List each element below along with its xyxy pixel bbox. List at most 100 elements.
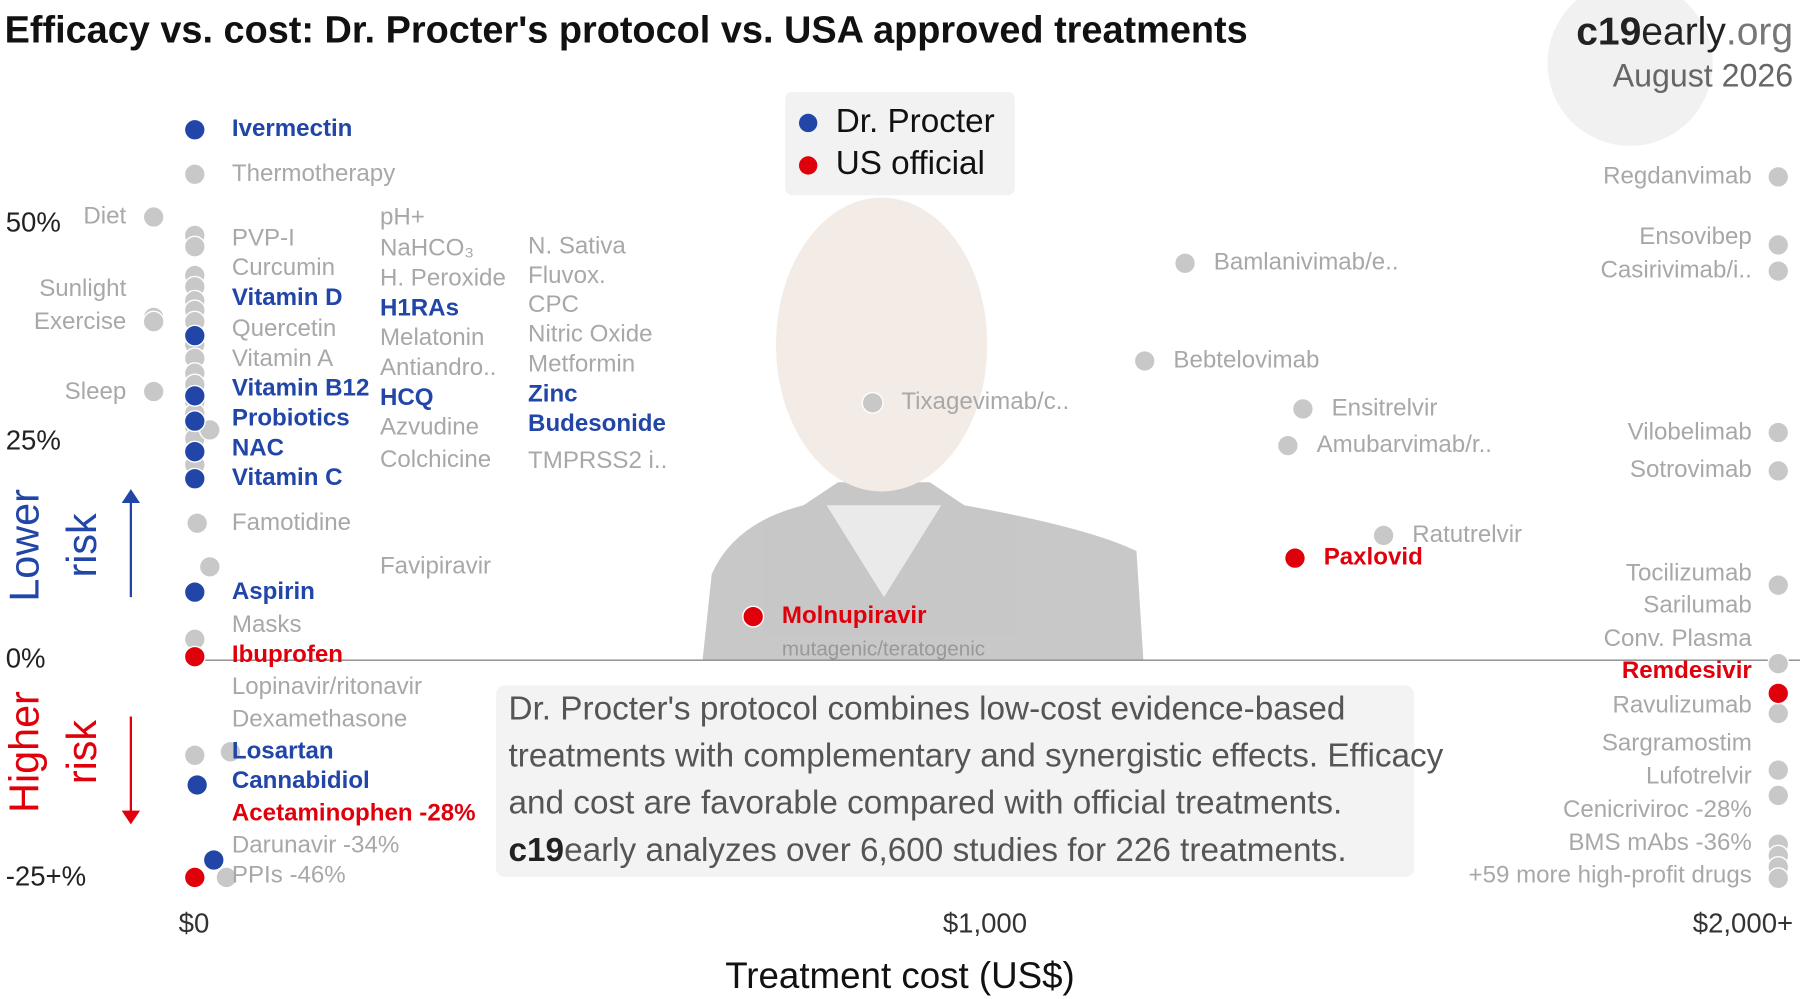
point — [1767, 574, 1790, 597]
point — [1767, 260, 1790, 283]
virus-watermark — [1547, 0, 1713, 146]
legend-marker — [798, 113, 818, 133]
treatment-label: Cannabidiol — [232, 767, 370, 794]
point — [861, 391, 884, 414]
point-label: Amubarvimab/r.. — [1317, 431, 1492, 458]
point — [183, 581, 206, 604]
treatment-label: Lufotrelvir — [1646, 763, 1752, 790]
risk-label: Higher — [1, 691, 47, 813]
point — [1291, 397, 1314, 420]
point — [142, 310, 165, 333]
point — [183, 440, 206, 463]
treatment-label: Cenicriviroc -28% — [1563, 796, 1752, 823]
point — [1133, 349, 1156, 372]
treatment-label: Quercetin — [232, 315, 336, 342]
brand-part: .org — [1726, 11, 1793, 54]
treatment-label: NAC — [232, 434, 284, 461]
point — [186, 773, 209, 796]
y-tick-label: 25% — [6, 424, 61, 455]
point-label: Tixagevimab/c.. — [901, 388, 1069, 415]
treatment-label: Conv. Plasma — [1604, 625, 1753, 652]
treatment-label: Ravulizumab — [1613, 691, 1752, 718]
point — [1767, 421, 1790, 444]
point — [183, 163, 206, 186]
treatment-label: Dexamethasone — [232, 705, 407, 732]
treatment-label: Zinc — [528, 380, 578, 407]
treatment-label: Acetaminophen -28% — [232, 799, 476, 826]
point-label: Ratutrelvir — [1412, 521, 1522, 548]
chart-title: Efficacy vs. cost: Dr. Procter's protoco… — [5, 9, 1248, 51]
treatment-label: Colchicine — [380, 446, 491, 473]
point — [1767, 233, 1790, 256]
treatment-label: Regdanvimab — [1603, 162, 1752, 189]
legend-marker — [798, 156, 818, 175]
y-tick-label: 50% — [6, 206, 61, 237]
treatment-label: Sargramostim — [1602, 729, 1752, 756]
treatment-label: H. Peroxide — [380, 264, 506, 291]
point — [183, 744, 206, 767]
x-tick-label: $1,000 — [943, 908, 1027, 939]
brand: c19early.org — [1576, 11, 1793, 54]
treatment-label: Thermotherapy — [232, 160, 395, 187]
treatment-label: Casirivimab/i.. — [1601, 256, 1752, 283]
y-tick-label: -25+% — [6, 861, 86, 892]
point — [183, 866, 206, 889]
treatment-label: Ibuprofen — [232, 641, 343, 668]
annotation-line: c19early analyzes over 6,600 studies for… — [509, 832, 1347, 869]
arrow-head — [121, 489, 141, 503]
point — [1767, 652, 1790, 675]
photo — [702, 197, 1144, 661]
point-note: mutagenic/teratogenic — [782, 637, 985, 660]
point — [183, 118, 206, 141]
treatment-label: Exercise — [34, 308, 126, 335]
annotation-line: Dr. Procter's protocol combines low-cost… — [509, 691, 1346, 728]
point — [1767, 759, 1790, 782]
treatment-label: Masks — [232, 611, 302, 638]
x-axis-title: Treatment cost (US$) — [725, 955, 1075, 996]
treatment-label: Melatonin — [380, 324, 484, 351]
risk-label: risk — [59, 513, 105, 578]
annotation-brand: c19 — [509, 832, 565, 869]
brand-part: early — [1641, 11, 1726, 54]
point — [142, 205, 165, 229]
treatment-label: NaHCO₃ — [380, 235, 474, 262]
treatment-label: Lopinavir/ritonavir — [232, 673, 422, 700]
annotation-box — [495, 685, 1415, 878]
treatment-label: TMPRSS2 i.. — [528, 447, 667, 474]
point — [215, 866, 238, 889]
treatment-label: PPIs -46% — [232, 861, 346, 888]
treatment-label: Vilobelimab — [1628, 418, 1752, 445]
treatment-label: PVP-I — [232, 224, 295, 251]
point — [742, 605, 765, 628]
treatment-label: Azvudine — [380, 414, 479, 441]
treatment-label: Metformin — [528, 351, 635, 378]
legend-label: Dr. Procter — [836, 103, 995, 140]
annotation-line: treatments with complementary and synerg… — [509, 738, 1444, 775]
point — [1767, 165, 1790, 188]
treatment-label: Sarilumab — [1643, 592, 1751, 619]
treatment-label: Tocilizumab — [1626, 559, 1752, 586]
point — [198, 555, 221, 578]
treatment-label: Curcumin — [232, 254, 335, 281]
annotation-line: and cost are favorable compared with off… — [509, 785, 1343, 822]
x-tick-label: $2,000+ — [1693, 908, 1793, 939]
brand-part: c19 — [1576, 11, 1641, 54]
treatment-label: Vitamin C — [232, 464, 343, 491]
point — [1372, 524, 1395, 547]
date: August 2026 — [1613, 58, 1793, 94]
treatment-label: Vitamin B12 — [232, 375, 369, 402]
lower-risk: Lower risk — [1, 489, 104, 602]
point — [1767, 867, 1790, 890]
point — [1767, 682, 1790, 705]
legend-box — [785, 91, 1015, 196]
point — [183, 384, 206, 407]
treatment-label: HCQ — [380, 384, 434, 411]
legend-label: US official — [836, 145, 985, 182]
treatment-label: Ensovibep — [1639, 223, 1752, 250]
treatment-label: Vitamin D — [232, 284, 343, 311]
point — [202, 848, 225, 872]
point — [219, 740, 242, 763]
y-tick-label: 0% — [6, 642, 46, 673]
